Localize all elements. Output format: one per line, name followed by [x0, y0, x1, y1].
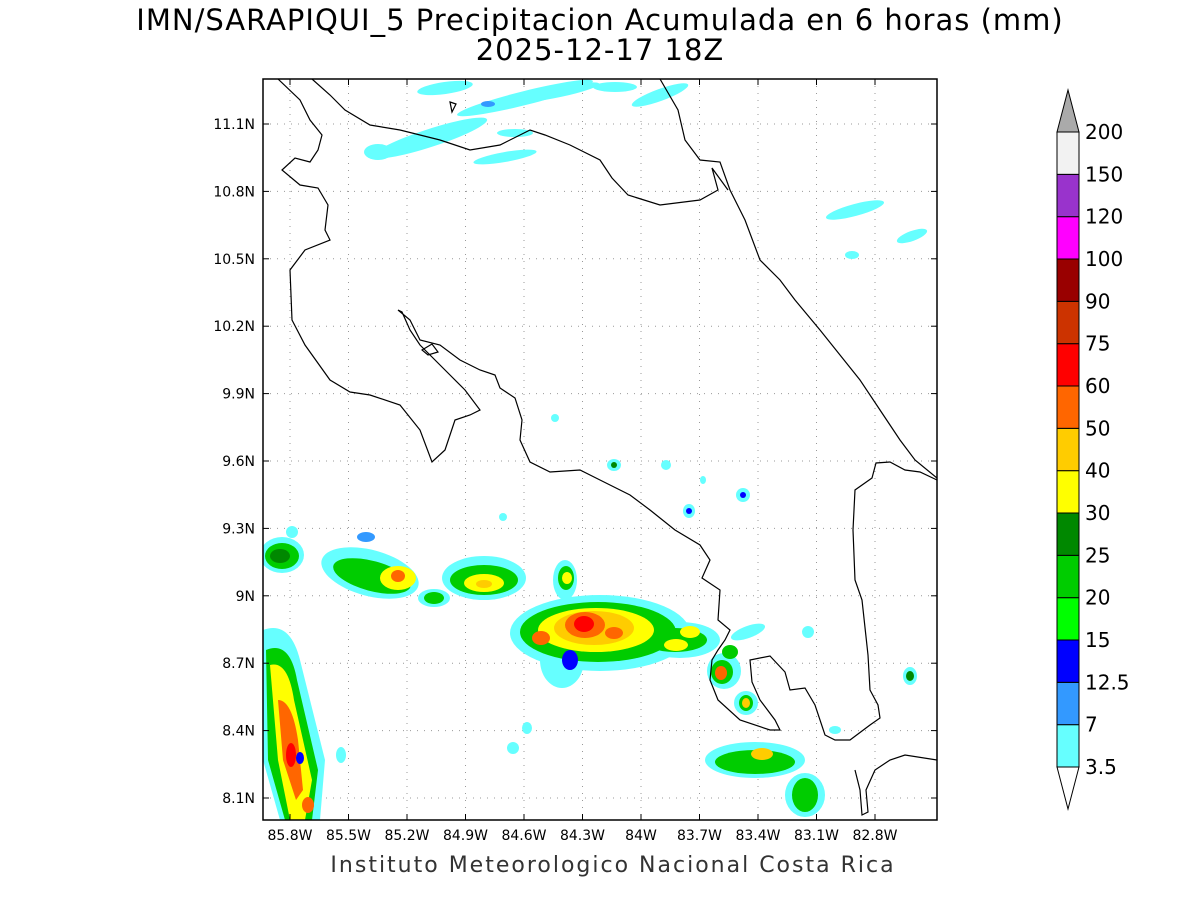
legend-color-box: [1056, 173, 1080, 218]
legend-triangle-high: [1056, 88, 1080, 133]
latitude-axis: 11.1N 10.8N 10.5N 10.2N 9.9N 9.6N 9.3N 9N 8.7N 8.…: [213, 117, 937, 807]
precip-streaks-north: [364, 79, 928, 259]
lon-tick-label: 84W: [625, 828, 657, 844]
map-title: IMN/SARAPIQUI_5 Precipitacion Acumulada …: [136, 3, 1064, 37]
lon-tick-label: 83.1W: [794, 828, 839, 844]
legend-level-label: 12.5: [1085, 670, 1130, 694]
legend-level-label: 20: [1085, 586, 1110, 610]
lat-tick-label: 8.7N: [222, 656, 255, 672]
legend-level-label: 200: [1085, 120, 1123, 144]
coastline-caribbean: [659, 79, 937, 479]
legend-level-label: 120: [1085, 205, 1123, 229]
lat-tick-label: 8.1N: [222, 791, 255, 807]
map-datetime: 2025-12-17 18Z: [475, 33, 725, 67]
legend-level-label: 3.5: [1085, 755, 1117, 779]
legend-level-label: 25: [1085, 543, 1110, 567]
legend-color-box: [1056, 258, 1080, 302]
plot-frame: [262, 78, 938, 821]
longitude-axis: 85.8W 85.5W 85.2W 84.9W 84.6W 84.3W 84W 83.7W 83…: [267, 79, 898, 844]
lat-tick-label: 10.5N: [213, 252, 255, 268]
legend-color-box: [1056, 216, 1080, 260]
legend-level-label: 75: [1085, 332, 1110, 356]
lon-tick-label: 82.8W: [852, 828, 897, 844]
legend-triangle-low: [1056, 766, 1080, 811]
legend-color-box: [1056, 639, 1080, 683]
precip-band-southwest: [263, 628, 325, 820]
precip-band-west: [321, 532, 450, 607]
map-gridlines: [263, 79, 937, 820]
legend-color-box: [1056, 131, 1080, 175]
lat-tick-label: 10.8N: [213, 184, 255, 200]
coastlines: [277, 79, 937, 816]
legend-color-box: [1056, 427, 1080, 472]
legend-level-label: 100: [1085, 247, 1123, 271]
lat-tick-label: 9.9N: [222, 387, 255, 403]
coastline-pacific: [277, 79, 937, 741]
legend-level-label: 15: [1085, 628, 1110, 652]
lat-tick-label: 9.6N: [222, 454, 255, 470]
lake-outline: [420, 343, 439, 356]
legend-color-box: [1056, 385, 1080, 429]
lon-tick-label: 84.6W: [501, 828, 546, 844]
legend-color-box: [1056, 512, 1080, 556]
lon-tick-label: 85.8W: [267, 828, 312, 844]
lat-tick-label: 10.2N: [213, 319, 255, 335]
precip-cells-southeast: [705, 623, 917, 817]
legend-color-box: [1056, 597, 1080, 641]
precip-cell-main: [510, 560, 720, 688]
lon-tick-label: 83.4W: [735, 828, 780, 844]
legend-color-box: [1056, 343, 1080, 387]
legend-color-box: [1056, 681, 1080, 726]
lat-tick-label: 9.3N: [222, 521, 255, 537]
precipitation-legend: 3.5 7 12.5 15 20 25 30 40 50 60 75 90 100 120 150 200: [1056, 88, 1130, 811]
lon-tick-label: 83.7W: [677, 828, 722, 844]
precip-scattered-cells: [286, 414, 841, 763]
border-nicaragua: [311, 79, 729, 206]
border-panama: [854, 754, 937, 816]
legend-level-label: 30: [1085, 501, 1110, 525]
lon-tick-label: 85.2W: [384, 828, 429, 844]
lat-tick-label: 9N: [236, 589, 255, 605]
legend-level-label: 60: [1085, 374, 1110, 398]
lon-tick-label: 84.3W: [560, 828, 605, 844]
legend-level-label: 150: [1085, 162, 1123, 186]
legend-color-box: [1056, 300, 1080, 345]
legend-color-box: [1056, 724, 1080, 768]
legend-level-label: 90: [1085, 289, 1110, 313]
lon-tick-label: 84.9W: [443, 828, 488, 844]
precip-cell-nw: [263, 537, 304, 573]
island-outline: [449, 101, 457, 114]
lat-tick-label: 11.1N: [213, 117, 255, 133]
legend-level-label: 40: [1085, 459, 1110, 483]
legend-color-box: [1056, 470, 1080, 514]
lon-tick-label: 85.5W: [326, 828, 371, 844]
precip-band-center-west: [442, 556, 526, 600]
legend-level-label: 50: [1085, 416, 1110, 440]
legend-level-label: 7: [1085, 713, 1098, 737]
credit-text: Instituto Meteorologico Nacional Costa R…: [330, 853, 896, 878]
legend-color-box: [1056, 554, 1080, 599]
lat-tick-label: 8.4N: [222, 724, 255, 740]
precipitation-fields: [263, 79, 928, 820]
